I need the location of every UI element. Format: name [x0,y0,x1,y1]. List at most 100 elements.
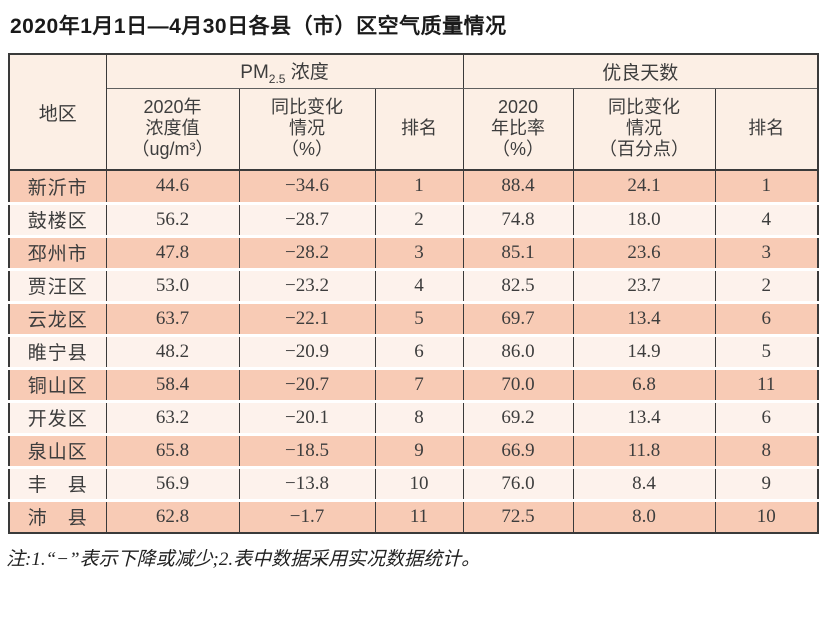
region-cell: 铜山区 [8,366,107,401]
rate-change-cell: 18.0 [572,201,716,236]
rate-cell: 82.5 [462,267,574,302]
table-header: 地区 PM2.5 浓度 优良天数 2020年 浓度值 （ug/m³） 同比变化 … [8,54,819,171]
rate-change-cell: 11.8 [572,432,716,467]
rate-rank-cell: 8 [714,432,819,467]
pm-rank-cell: 6 [374,333,464,368]
pm-change-cell: −18.5 [238,432,376,467]
pm-change-cell: −20.1 [238,399,376,434]
pm-value-cell: 63.7 [105,300,240,335]
table-row: 泉山区 65.8 −18.5 9 66.9 11.8 8 [8,432,819,467]
pm-value-cell: 47.8 [105,234,240,269]
rate-rank-cell: 2 [714,267,819,302]
table-row: 邳州市 47.8 −28.2 3 85.1 23.6 3 [8,234,819,269]
pm-rank-cell: 7 [374,366,464,401]
rate-change-cell: 23.6 [572,234,716,269]
pm-value-cell: 48.2 [105,333,240,368]
rate-change-cell: 24.1 [572,170,716,203]
pm-change-cell: −28.2 [238,234,376,269]
table-row: 云龙区 63.7 −22.1 5 69.7 13.4 6 [8,300,819,335]
rate-change-cell: 8.0 [572,498,716,533]
pm-value-cell: 62.8 [105,498,240,533]
pm-change-cell: −1.7 [238,498,376,533]
rate-rank-cell: 3 [714,234,819,269]
pm-rank-cell: 10 [374,465,464,500]
pm-rank-cell: 9 [374,432,464,467]
region-cell: 鼓楼区 [8,201,107,236]
col-header-region: 地区 [8,54,107,171]
region-cell: 睢宁县 [8,333,107,368]
table-row: 鼓楼区 56.2 −28.7 2 74.8 18.0 4 [8,201,819,236]
rate-cell: 69.7 [462,300,574,335]
pm-value-cell: 63.2 [105,399,240,434]
rate-change-cell: 23.7 [572,267,716,302]
pm-rank-cell: 3 [374,234,464,269]
rate-change-cell: 13.4 [572,399,716,434]
region-cell: 沛 县 [8,498,107,533]
pm-change-cell: −23.2 [238,267,376,302]
rate-cell: 86.0 [462,333,574,368]
rate-change-cell: 14.9 [572,333,716,368]
rate-change-cell: 13.4 [572,300,716,335]
region-cell: 丰 县 [8,465,107,500]
rate-cell: 88.4 [462,170,574,203]
region-cell: 泉山区 [8,432,107,467]
pm-rank-cell: 11 [374,498,464,533]
pm25-label-subscript: 2.5 [268,71,286,86]
rate-cell: 69.2 [462,399,574,434]
table-row: 贾汪区 53.0 −23.2 4 82.5 23.7 2 [8,267,819,302]
table-body: 新沂市 44.6 −34.6 1 88.4 24.1 1 鼓楼区 56.2 −2… [8,170,819,533]
pm-change-cell: −34.6 [238,170,376,203]
region-cell: 邳州市 [8,234,107,269]
pm25-label-suffix: 浓度 [285,61,329,83]
rate-change-cell: 6.8 [572,366,716,401]
table-row: 开发区 63.2 −20.1 8 69.2 13.4 6 [8,399,819,434]
col-header-pm-value: 2020年 浓度值 （ug/m³） [105,88,240,171]
region-cell: 新沂市 [8,170,107,203]
pm-change-cell: −13.8 [238,465,376,500]
table-row: 睢宁县 48.2 −20.9 6 86.0 14.9 5 [8,333,819,368]
pm-value-cell: 53.0 [105,267,240,302]
pm25-label-prefix: PM [240,61,269,83]
pm-value-cell: 58.4 [105,366,240,401]
pm-change-cell: −28.7 [238,201,376,236]
pm-value-cell: 65.8 [105,432,240,467]
pm-change-cell: −20.7 [238,366,376,401]
pm-rank-cell: 8 [374,399,464,434]
rate-rank-cell: 4 [714,201,819,236]
rate-rank-cell: 1 [714,170,819,203]
pm-rank-cell: 5 [374,300,464,335]
rate-change-cell: 8.4 [572,465,716,500]
pm-change-cell: −20.9 [238,333,376,368]
col-header-pm-change: 同比变化 情况 （%） [238,88,376,171]
col-group-pm25: PM2.5 浓度 [105,54,464,89]
pm-rank-cell: 4 [374,267,464,302]
rate-cell: 74.8 [462,201,574,236]
rate-rank-cell: 6 [714,300,819,335]
col-group-good-days: 优良天数 [462,54,819,89]
pm-change-cell: −22.1 [238,300,376,335]
pm-value-cell: 56.2 [105,201,240,236]
rate-rank-cell: 9 [714,465,819,500]
rate-rank-cell: 11 [714,366,819,401]
rate-cell: 70.0 [462,366,574,401]
rate-rank-cell: 5 [714,333,819,368]
table-row: 沛 县 62.8 −1.7 11 72.5 8.0 10 [8,498,819,533]
rate-rank-cell: 10 [714,498,819,533]
header-group-row: 地区 PM2.5 浓度 优良天数 [8,54,819,171]
rate-cell: 72.5 [462,498,574,533]
col-header-pm-rank: 排名 [374,88,464,171]
rate-rank-cell: 6 [714,399,819,434]
pm-rank-cell: 2 [374,201,464,236]
col-header-rate-change: 同比变化 情况 （百分点） [572,88,716,171]
air-quality-table: 地区 PM2.5 浓度 优良天数 2020年 浓度值 （ug/m³） 同比变化 … [8,53,820,534]
rate-cell: 76.0 [462,465,574,500]
region-cell: 云龙区 [8,300,107,335]
pm-value-cell: 44.6 [105,170,240,203]
rate-cell: 85.1 [462,234,574,269]
table-row: 丰 县 56.9 −13.8 10 76.0 8.4 9 [8,465,819,500]
pm-rank-cell: 1 [374,170,464,203]
region-cell: 开发区 [8,399,107,434]
table-row: 铜山区 58.4 −20.7 7 70.0 6.8 11 [8,366,819,401]
region-cell: 贾汪区 [8,267,107,302]
table-footnote: 注:1.“−”表示下降或减少;2.表中数据采用实况数据统计。 [6,549,481,570]
